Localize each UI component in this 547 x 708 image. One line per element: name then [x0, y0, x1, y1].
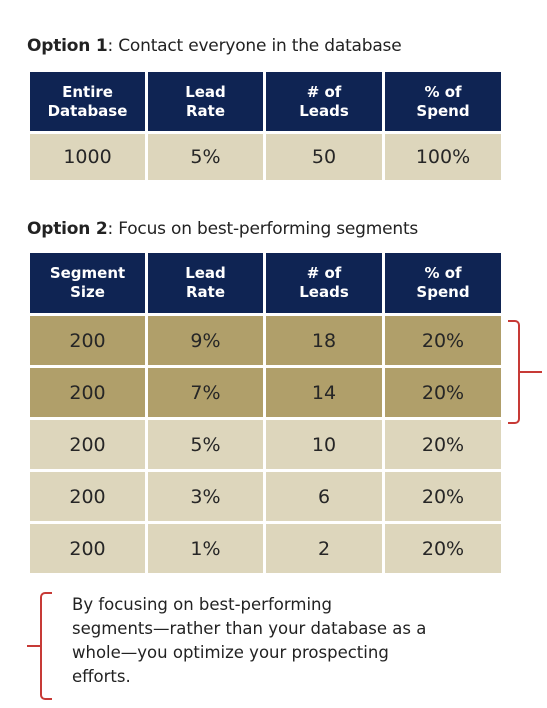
- table-cell: 3%: [148, 472, 263, 521]
- table-cell: 1%: [148, 524, 263, 573]
- table-row: 200 1% 2 20%: [30, 524, 501, 573]
- header-lead-rate: Lead Rate: [148, 72, 263, 131]
- table-cell: 14: [266, 368, 382, 417]
- table-cell: 5%: [148, 420, 263, 469]
- footnote-line: By focusing on best-performing: [72, 595, 332, 614]
- table-cell: 20%: [385, 472, 501, 521]
- highlight-bracket: [508, 320, 520, 424]
- header-lead-rate: Lead Rate: [148, 253, 263, 313]
- table-row: 200 3% 6 20%: [30, 472, 501, 521]
- footnote-line: whole—you optimize your prospecting: [72, 643, 389, 662]
- header-line: Leads: [299, 283, 349, 301]
- header-line: Database: [47, 101, 128, 120]
- option-1-table: Entire Database Lead Rate # of Leads % of Sp…: [27, 69, 504, 183]
- header-line: Size: [70, 283, 105, 301]
- table-cell: 18: [266, 316, 382, 365]
- header-pct-spend: % of Spend: [385, 253, 501, 313]
- table-cell: 20%: [385, 420, 501, 469]
- option-1-label: Option 1: [27, 36, 108, 56]
- footnote-text: By focusing on best-performing segments—…: [72, 593, 527, 689]
- header-line: Spend: [416, 101, 470, 120]
- table-cell: 200: [30, 524, 145, 573]
- table-cell: 20%: [385, 368, 501, 417]
- option-1-description: : Contact everyone in the database: [107, 36, 402, 56]
- table-cell: 6: [266, 472, 382, 521]
- table-row-highlighted: 200 7% 14 20%: [30, 368, 501, 417]
- table-cell: 10: [266, 420, 382, 469]
- header-segment-size: Segment Size: [30, 253, 145, 313]
- footnote-line: efforts.: [72, 667, 131, 686]
- header-line: Entire: [62, 82, 113, 101]
- table-cell: 20%: [385, 316, 501, 365]
- header-entire-database: Entire Database: [30, 72, 145, 131]
- header-line: Rate: [185, 283, 226, 301]
- table-cell: 200: [30, 420, 145, 469]
- option-2-heading: Option 2: Focus on best-performing segme…: [27, 219, 418, 239]
- header-line: Lead: [185, 264, 226, 282]
- table-header-row: Segment Size Lead Rate # of Leads % of Spend: [30, 253, 501, 313]
- table-row-highlighted: 200 9% 18 20%: [30, 316, 501, 365]
- header-num-leads: # of Leads: [266, 253, 382, 313]
- footnote-bracket: [40, 592, 52, 700]
- option-2-description: : Focus on best-performing segments: [107, 219, 419, 239]
- header-line: % of: [424, 264, 462, 282]
- table-cell: 200: [30, 368, 145, 417]
- table-cell: 200: [30, 472, 145, 521]
- table-cell: 50: [266, 134, 382, 180]
- option-2-table: Segment Size Lead Rate # of Leads % of Spend…: [27, 250, 504, 576]
- header-line: # of: [306, 264, 342, 282]
- highlight-bracket-pointer: [520, 371, 542, 373]
- table-cell: 20%: [385, 524, 501, 573]
- table-cell: 1000: [30, 134, 145, 180]
- header-line: Spend: [416, 283, 470, 301]
- footnote-bracket-pointer: [27, 645, 41, 647]
- table-cell: 7%: [148, 368, 263, 417]
- table-cell: 5%: [148, 134, 263, 180]
- table-row: 1000 5% 50 100%: [30, 134, 501, 180]
- header-line: Segment: [49, 264, 126, 282]
- header-line: Leads: [299, 101, 349, 120]
- header-line: % of: [424, 82, 462, 101]
- option-2-label: Option 2: [27, 219, 108, 239]
- table-cell: 9%: [148, 316, 263, 365]
- header-line: Lead: [185, 82, 226, 101]
- header-line: Rate: [185, 101, 226, 120]
- footnote-line: segments—rather than your database as a: [72, 619, 427, 638]
- table-cell: 200: [30, 316, 145, 365]
- header-line: # of: [306, 82, 342, 101]
- table-cell: 2: [266, 524, 382, 573]
- table-cell: 100%: [385, 134, 501, 180]
- table-header-row: Entire Database Lead Rate # of Leads % of Sp…: [30, 72, 501, 131]
- header-num-leads: # of Leads: [266, 72, 382, 131]
- table-row: 200 5% 10 20%: [30, 420, 501, 469]
- option-1-heading: Option 1: Contact everyone in the databa…: [27, 36, 402, 56]
- header-pct-spend: % of Spend: [385, 72, 501, 131]
